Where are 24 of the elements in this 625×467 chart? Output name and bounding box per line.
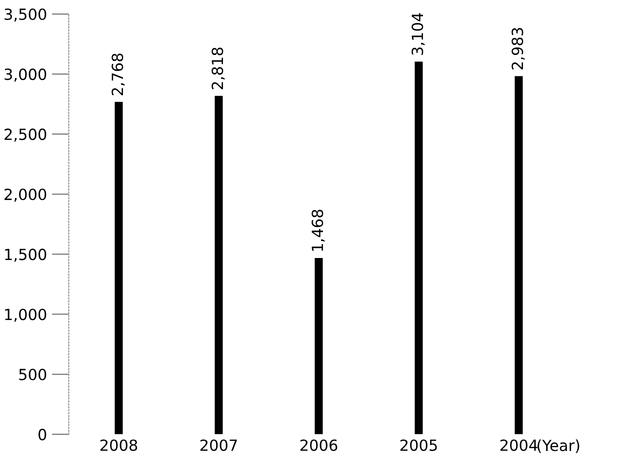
x-axis-title: (Year) bbox=[538, 439, 580, 453]
x-tick-label: 2005 bbox=[400, 439, 437, 451]
data-label: 2,818 bbox=[212, 48, 225, 90]
bar bbox=[314, 258, 323, 434]
y-tick-label: 500 bbox=[19, 368, 46, 380]
x-tick-label: 2008 bbox=[100, 439, 138, 451]
y-tick-label: 1,000 bbox=[5, 308, 46, 322]
x-tick-label: 2006 bbox=[300, 439, 338, 451]
data-label: 2,983 bbox=[512, 28, 525, 70]
bar bbox=[414, 62, 423, 434]
bar bbox=[514, 76, 523, 434]
bar bbox=[214, 96, 223, 434]
x-tick-label: 2007 bbox=[200, 439, 237, 451]
data-label: 3,104 bbox=[412, 13, 425, 55]
data-label: 2,768 bbox=[112, 54, 125, 96]
y-tick-label: 3,000 bbox=[4, 68, 46, 82]
x-tick-label: 2004 bbox=[500, 439, 538, 451]
y-tick-label: 2,000 bbox=[4, 188, 46, 202]
y-tick-label: 2,500 bbox=[4, 128, 46, 142]
y-tick-label: 0 bbox=[38, 428, 46, 440]
y-tick-label: 3,500 bbox=[4, 8, 46, 22]
bar bbox=[114, 102, 123, 434]
y-tick-label: 1,500 bbox=[5, 248, 46, 262]
data-label: 1,468 bbox=[312, 210, 325, 251]
